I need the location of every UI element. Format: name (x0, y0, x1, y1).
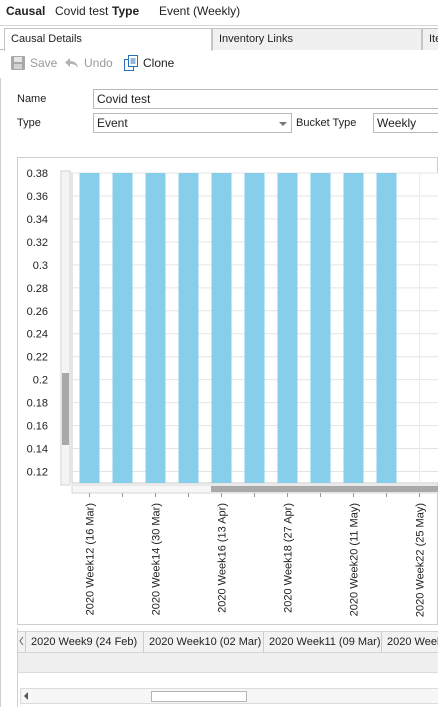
x-tick-label: 2020 Week12 (16 Mar) (85, 503, 97, 615)
toolbar: Save Undo Clone (0, 50, 438, 76)
x-tick-label: 2020 Week16 (13 Apr) (217, 503, 229, 613)
causal-details-panel (0, 78, 438, 707)
name-input[interactable]: Covid test (93, 89, 438, 109)
clone-button[interactable]: Clone (123, 55, 174, 71)
scheduler-scroll-left[interactable] (18, 632, 26, 653)
scheduler-column[interactable]: 2020 Week (387, 636, 438, 648)
floppy-disk-icon (11, 56, 25, 70)
y-tick-label: 0.18 (27, 398, 48, 410)
clone-document-icon (124, 55, 138, 71)
bar[interactable] (211, 173, 232, 483)
tab-causal-details[interactable]: Causal Details (4, 28, 212, 51)
chevron-left-icon (19, 636, 24, 646)
causal-header: Causal Covid test Type Event (Weekly) (0, 0, 438, 26)
scheduler-column[interactable]: 2020 Week10 (02 Mar) (144, 632, 264, 653)
type-value: Event (Weekly) (159, 4, 241, 18)
y-tick-label: 0.26 (27, 306, 48, 318)
type-label: Type (112, 4, 140, 18)
detail-tabs: Causal Details Inventory Links Ite (0, 28, 438, 51)
x-tick-label: 2020 Week20 (11 May) (349, 503, 361, 616)
bar[interactable] (79, 173, 100, 483)
x-tick-label: 2020 Week18 (27 Apr) (283, 503, 295, 613)
clone-label: Clone (143, 56, 175, 70)
bar-chart: 0.38 0.36 0.34 0.32 0.3 0.28 0.26 0.24 0.22 0.2 0.… (27, 168, 438, 617)
bar[interactable] (310, 173, 331, 483)
save-label: Save (30, 56, 58, 70)
scheduler-row[interactable] (18, 653, 438, 673)
causal-name-value: Covid test (55, 4, 109, 18)
y-tick-label: 0.28 (27, 283, 48, 295)
type-select-value: Event (97, 116, 128, 130)
bar[interactable] (178, 173, 199, 483)
save-button[interactable]: Save (10, 55, 57, 71)
chevron-down-icon (279, 122, 287, 126)
undo-button[interactable]: Undo (64, 55, 113, 71)
name-label: Name (17, 93, 47, 105)
y-tick-label: 0.12 (27, 467, 48, 479)
scheduler-column[interactable]: 2020 Week9 (24 Feb) (26, 632, 144, 653)
y-tick-label: 0.3 (33, 260, 48, 272)
bar[interactable] (112, 173, 133, 483)
causal-label: Causal (6, 4, 46, 18)
y-tick-label: 0.32 (27, 237, 48, 249)
y-tick-label: 0.34 (27, 214, 48, 226)
y-tick-label: 0.22 (27, 352, 48, 364)
tab-items[interactable]: Ite (422, 28, 438, 50)
scheduler-scrollbar[interactable] (20, 688, 438, 704)
x-tick-label: 2020 Week14 (30 Mar) (151, 503, 163, 615)
bucket-type-select[interactable]: Weekly (373, 113, 438, 133)
y-tick-label: 0.2 (33, 375, 48, 387)
y-tick-label: 0.36 (27, 191, 48, 203)
bucket-type-label: Bucket Type (296, 117, 357, 129)
week-scheduler: 2020 Week9 (24 Feb) 2020 Week10 (02 Mar)… (17, 628, 438, 707)
y-tick-label: 0.14 (27, 444, 48, 456)
undo-label: Undo (84, 56, 113, 70)
undo-arrow-icon (65, 58, 78, 68)
type-select[interactable]: Event (93, 113, 292, 133)
chart-horizontal-scrollbar-thumb[interactable] (211, 486, 438, 492)
scroll-left-arrow-icon[interactable] (24, 692, 28, 700)
causal-chart: 0.38 0.36 0.34 0.32 0.3 0.28 0.26 0.24 0.22 0.2 0.… (17, 157, 438, 625)
bar[interactable] (343, 173, 364, 483)
bar[interactable] (244, 173, 265, 483)
type-field-label: Type (17, 117, 41, 129)
bar[interactable] (376, 173, 397, 483)
x-tick-label: 2020 Week22 (25 May) (415, 503, 427, 617)
tab-inventory-links[interactable]: Inventory Links (212, 28, 422, 50)
chart-vertical-scrollbar[interactable] (60, 170, 71, 486)
bucket-type-value: Weekly (377, 116, 417, 130)
scrollbar-thumb[interactable] (151, 691, 247, 702)
bar[interactable] (277, 173, 298, 483)
bar[interactable] (145, 173, 166, 483)
chart-vertical-scrollbar-thumb[interactable] (62, 373, 69, 445)
name-input-value: Covid test (97, 92, 151, 106)
y-tick-label: 0.24 (27, 329, 48, 341)
y-tick-label: 0.16 (27, 421, 48, 433)
scheduler-header: 2020 Week9 (24 Feb) 2020 Week10 (02 Mar)… (18, 631, 438, 653)
scheduler-column[interactable]: 2020 Week11 (09 Mar) (264, 632, 382, 653)
y-tick-label: 0.38 (27, 168, 48, 180)
